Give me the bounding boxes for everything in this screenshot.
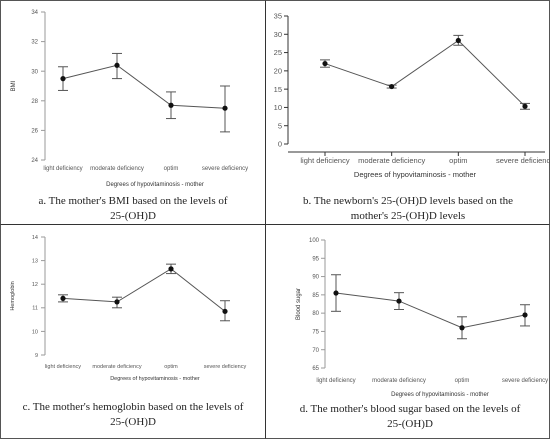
data-point (222, 308, 228, 314)
y-tick-label: 24 (31, 158, 38, 164)
y-tick-label: 11 (32, 306, 38, 312)
x-tick-label: light deficiency (45, 364, 81, 370)
data-point (168, 266, 174, 272)
panel-caption-line: c. The mother's hemoglobin based on the … (23, 401, 244, 413)
x-tick-label: light deficiency (43, 166, 82, 172)
x-axis-title: Degrees of hypovitaminosis - mother (354, 170, 477, 179)
y-tick-label: 30 (31, 69, 38, 75)
data-point (60, 76, 66, 82)
panel-caption-line: b. The newborn's 25-(OH)D levels based o… (303, 195, 513, 207)
series-line (324, 39, 526, 107)
x-tick-label: moderate deficiency (372, 378, 426, 384)
series-line (62, 268, 226, 312)
y-tick-label: 35 (274, 12, 282, 21)
data-point (522, 103, 528, 109)
series-line (62, 64, 226, 109)
data-point (60, 295, 66, 301)
y-tick-label: 30 (274, 30, 282, 39)
panel-caption-line: 25-(OH)D (110, 416, 156, 428)
panel-caption-line: 25-(OH)D (110, 210, 156, 222)
y-tick-label: 15 (274, 85, 282, 94)
y-tick-label: 85 (312, 293, 319, 299)
panel-caption-line: mother's 25-(OH)D levels (351, 210, 465, 222)
y-tick-label: 28 (31, 99, 38, 105)
y-tick-label: 12 (32, 282, 38, 288)
data-point (114, 299, 120, 305)
x-axis-title: Degrees of hypovitaminosis - mother (110, 376, 200, 382)
chart-panel-c: 9 10 11 12 13 14 light deficiency moderate defi… (10, 235, 246, 428)
y-tick-label: 5 (278, 121, 282, 130)
y-tick-label: 20 (274, 66, 282, 75)
data-point (459, 325, 465, 331)
panel-caption-line: 25-(OH)D (387, 418, 433, 430)
y-tick-label: 14 (32, 235, 38, 241)
data-point (168, 102, 174, 108)
x-tick-label: moderate deficiency (92, 364, 141, 370)
chart-panel-b: 0 5 10 15 20 25 30 35 light deficiency moderate d… (274, 12, 550, 222)
y-tick-label: 95 (312, 256, 319, 262)
data-point (322, 60, 328, 67)
y-axis-title: Hemoglobin (10, 281, 16, 310)
x-axis-title: Degrees of hypovitaminosis - mother (391, 392, 489, 398)
x-tick-label: severe deficiency (202, 166, 248, 172)
x-tick-label: moderate deficiency (358, 156, 425, 165)
y-tick-label: 75 (312, 330, 319, 336)
y-tick-label: 80 (312, 311, 319, 317)
y-tick-label: 10 (32, 329, 38, 335)
x-tick-label: severe deficiency (204, 364, 247, 370)
y-tick-label: 9 (35, 353, 38, 359)
y-tick-label: 100 (309, 238, 320, 244)
panel-caption-line: a. The mother's BMI based on the levels … (38, 195, 227, 207)
data-point (522, 312, 528, 318)
x-axis-title: Degrees of hypovitaminosis - mother (106, 182, 204, 188)
data-point (114, 62, 120, 68)
x-tick-label: light deficiency (300, 156, 349, 165)
data-point (455, 37, 461, 44)
y-tick-label: 10 (274, 103, 282, 112)
x-tick-label: optim (164, 364, 178, 370)
y-tick-label: 13 (32, 259, 38, 265)
y-tick-label: 26 (31, 129, 38, 135)
chart-panel-d: 65 70 75 80 85 90 95 100 light deficiency moderat… (296, 238, 548, 430)
x-tick-label: moderate deficiency (90, 166, 144, 172)
x-tick-label: optim (164, 166, 179, 172)
x-tick-label: severe deficiency (496, 156, 550, 165)
y-tick-label: 65 (312, 366, 319, 372)
y-axis-title: BMI (11, 80, 17, 91)
x-tick-label: optim (455, 378, 470, 384)
y-tick-label: 70 (312, 348, 319, 354)
data-point (222, 105, 228, 111)
series-line (335, 292, 526, 329)
data-point (333, 290, 339, 296)
data-point (389, 83, 395, 90)
x-tick-label: severe deficiency (502, 378, 548, 384)
y-tick-label: 34 (31, 10, 38, 16)
panel-caption-line: d. The mother's blood sugar based on the… (300, 403, 521, 415)
y-axis-title: Blood sugar (296, 288, 302, 320)
chart-panel-a: 24 26 28 30 32 34 light deficiency moderate def… (11, 10, 248, 222)
x-tick-label: light deficiency (316, 378, 355, 384)
y-tick-label: 25 (274, 48, 282, 57)
x-tick-label: optim (449, 156, 467, 165)
y-tick-label: 90 (312, 275, 319, 281)
y-tick-label: 32 (31, 40, 38, 46)
y-tick-label: 0 (278, 140, 282, 149)
data-point (396, 298, 402, 304)
